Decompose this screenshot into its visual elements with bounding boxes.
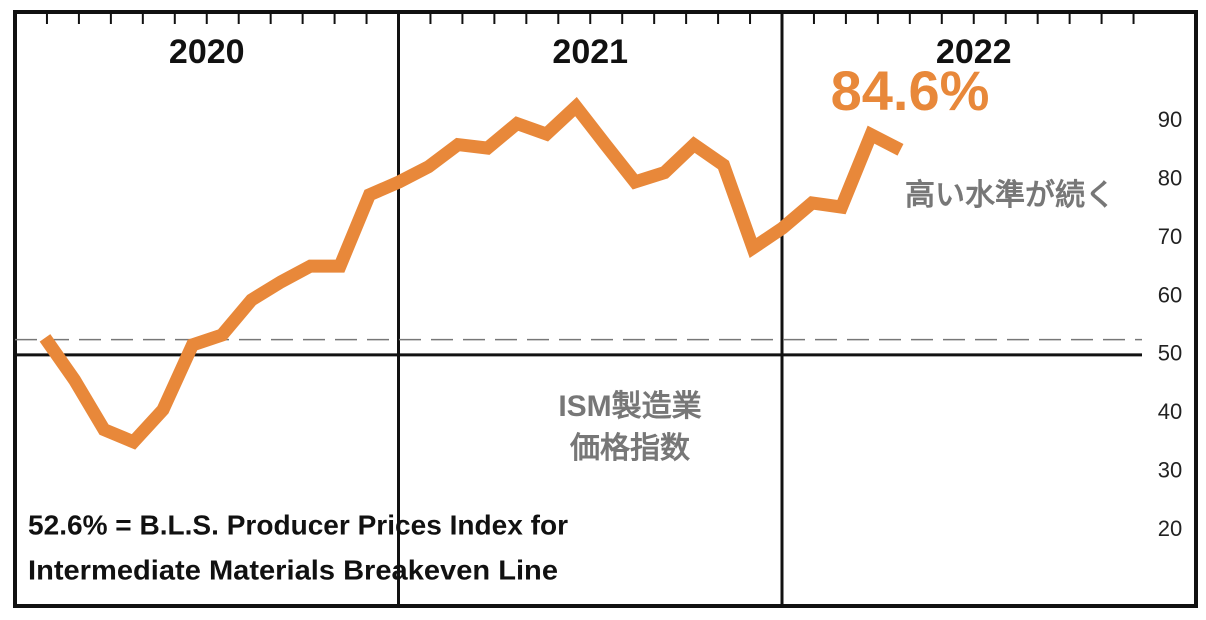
year-label: 2022 — [936, 33, 1012, 71]
highlight-label: 84.6% — [831, 59, 990, 122]
annotation: 高い水準が続く — [905, 178, 1115, 212]
line-series — [39, 97, 904, 450]
y-tick-label: 80 — [1158, 165, 1182, 190]
y-tick-label: 30 — [1158, 457, 1182, 482]
y-tick-label: 50 — [1158, 341, 1182, 366]
y-tick-label: 90 — [1158, 107, 1182, 132]
year-label: 2021 — [552, 33, 628, 71]
footnote: 52.6% = B.L.S. Producer Prices Index for — [28, 509, 568, 540]
footnote: Intermediate Materials Breakeven Line — [28, 554, 558, 585]
series-label: 価格指数 — [569, 432, 691, 465]
series-label: ISM製造業 — [558, 390, 701, 423]
y-tick-label: 60 — [1158, 282, 1182, 307]
y-tick-label: 40 — [1158, 399, 1182, 424]
year-label: 2020 — [169, 33, 245, 71]
frame — [13, 10, 1198, 608]
y-tick-label: 70 — [1158, 224, 1182, 249]
y-tick-label: 20 — [1158, 516, 1182, 541]
